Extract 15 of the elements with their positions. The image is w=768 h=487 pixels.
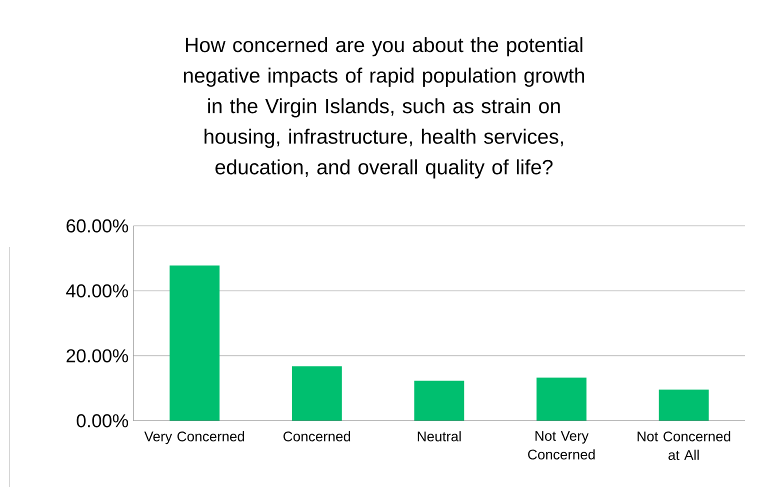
x-tick-label: Not Very Concerned: [528, 431, 595, 460]
y-tick-label: 60.00%: [66, 219, 128, 232]
y-tick-label: 0.00%: [76, 414, 128, 428]
y-tick-label: 40.00%: [66, 284, 128, 298]
bar: [414, 380, 464, 421]
x-tick-label: Not Concerned at All: [638, 431, 730, 460]
x-tick-label: Concerned: [283, 431, 350, 442]
bar: [170, 266, 220, 421]
y-tick-label: 20.00%: [66, 349, 128, 362]
x-tick-label: Very Concerned: [144, 431, 244, 444]
bar: [536, 378, 586, 421]
chart-title: How concerned are you about the potential negative impacts of rapid population growth in the Virgin Islands, such as strain on housing, infrastructure, health services, education, and overall quality of life?: [184, 37, 584, 178]
bar: [658, 390, 709, 421]
bar: [292, 366, 342, 421]
x-tick-label: Neutral: [418, 431, 461, 442]
